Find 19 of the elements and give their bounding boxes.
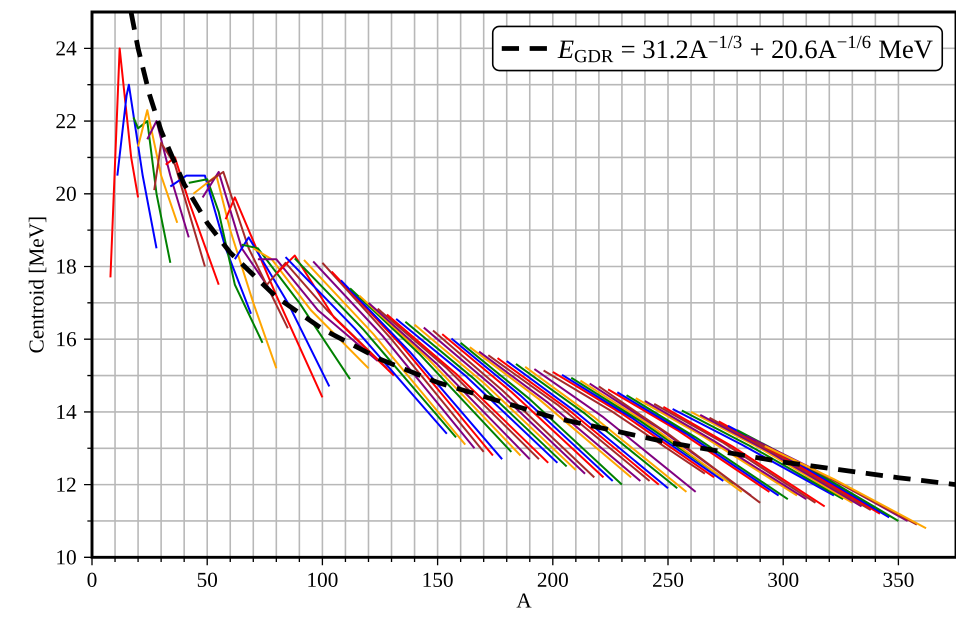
x-tick-label: 100 (308, 572, 338, 587)
x-tick-label: 150 (424, 572, 453, 587)
x-tick-label: 50 (198, 572, 218, 587)
x-tick-label: 350 (883, 572, 914, 587)
y-tick-label: 20 (56, 186, 76, 201)
y-tick-label: 22 (56, 114, 76, 128)
y-axis-title: Centroid [MeV] (28, 217, 46, 353)
y-tick-label: 10 (57, 550, 76, 565)
x-tick-label: 200 (538, 572, 568, 587)
y-tick-label: 24 (56, 41, 76, 56)
x-tick-label: 0 (88, 572, 96, 587)
x-tick-label: 250 (653, 572, 684, 587)
y-tick-label: 18 (57, 259, 76, 274)
y-tick-label: 16 (57, 332, 76, 346)
x-axis-title: A (516, 593, 532, 608)
y-tick-label: 14 (57, 404, 76, 419)
y-tick-label: 12 (57, 478, 76, 492)
legend-label: E$_{GDR}$ = 31.2A$^{−1/3}$ + 20.6A$^{−1/6}$ MeV (558, 36, 933, 62)
x-tick-label: 300 (768, 572, 798, 587)
